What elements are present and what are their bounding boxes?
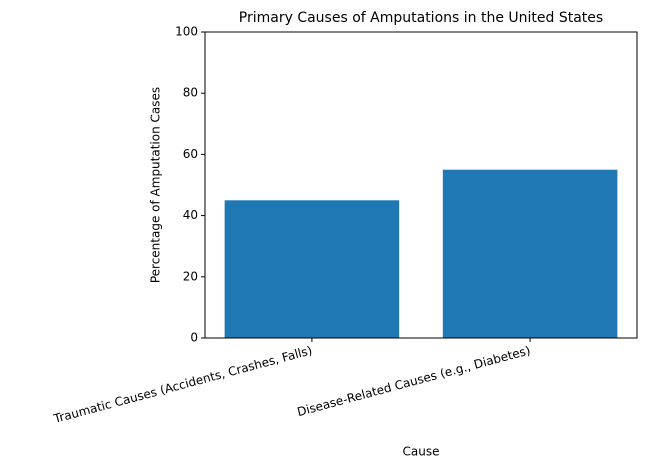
- y-tick-label: 40: [183, 208, 198, 222]
- y-axis-label: Percentage of Amputation Cases: [149, 87, 163, 283]
- y-tick-label: 80: [183, 86, 198, 100]
- y-tick-label: 100: [175, 25, 198, 39]
- axes-frame: [204, 31, 638, 339]
- x-tick-label: Traumatic Causes (Accidents, Crashes, Fa…: [51, 343, 313, 426]
- y-tick-label: 0: [190, 331, 198, 345]
- x-tick-label: Disease-Related Causes (e.g., Diabetes): [296, 343, 532, 419]
- y-tick-label: 60: [183, 147, 198, 161]
- bar: [224, 200, 400, 338]
- y-tick-label: 20: [183, 269, 198, 283]
- chart-title: Primary Causes of Amputations in the Uni…: [239, 10, 603, 26]
- x-axis-label: Cause: [403, 445, 440, 459]
- bar: [442, 169, 618, 338]
